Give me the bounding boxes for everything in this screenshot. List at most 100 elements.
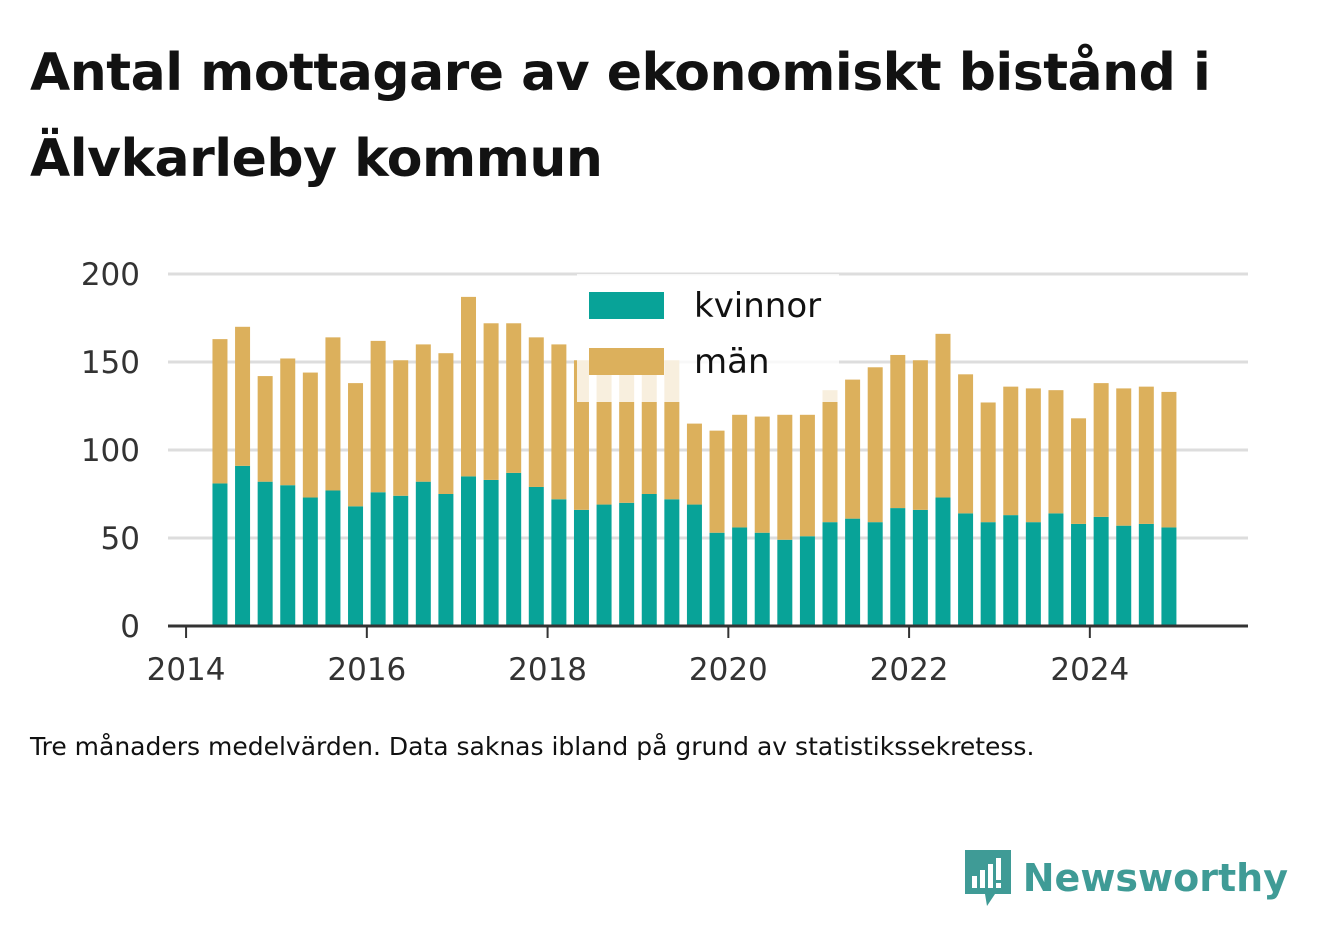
bar-kvinnor [912, 509, 928, 626]
axes: 0 50 100 150 200 2014 2016 2018 2020 2022 2024 [81, 257, 1248, 688]
bar-man [980, 402, 996, 523]
bar-kvinnor [619, 502, 635, 626]
bar-kvinnor [302, 497, 318, 626]
legend-swatch-man [589, 348, 664, 375]
bar-man [438, 353, 454, 494]
bar-kvinnor [348, 506, 364, 626]
bar-man [732, 414, 748, 528]
bar-man [686, 423, 702, 505]
bar-man [528, 337, 544, 487]
bar-kvinnor [325, 490, 341, 626]
bar-kvinnor [235, 465, 251, 626]
bar-kvinnor [393, 495, 409, 626]
bar-kvinnor [1138, 523, 1154, 626]
bar-man [1138, 386, 1154, 524]
bar-kvinnor [664, 499, 680, 626]
bar-man [235, 326, 251, 466]
bar-kvinnor [1048, 513, 1064, 626]
bar-kvinnor [799, 536, 815, 626]
bar-man [370, 340, 386, 493]
bar-man [348, 383, 364, 507]
bar-man [777, 414, 793, 540]
bar-man [212, 339, 228, 484]
bar-kvinnor [1116, 525, 1132, 626]
bar-kvinnor [1003, 515, 1019, 626]
bar-man [912, 360, 928, 510]
bar-man [867, 367, 883, 523]
bar-man [845, 379, 861, 519]
bar-kvinnor [212, 483, 228, 626]
bar-kvinnor [461, 476, 477, 626]
bar-man [483, 323, 499, 480]
bar-man [1071, 418, 1087, 524]
y-tick-label: 50 [101, 521, 140, 557]
legend: kvinnor män [577, 274, 839, 402]
newsworthy-bar-chart-icon [964, 850, 1011, 906]
x-tick-label: 2022 [870, 652, 949, 688]
bar-man [393, 360, 409, 496]
bars [212, 296, 1177, 626]
brand-name: Newsworthy [1022, 856, 1288, 900]
bar-kvinnor [641, 494, 657, 626]
bar-man [754, 416, 770, 533]
bar-man [1048, 390, 1064, 514]
bar-kvinnor [573, 509, 589, 626]
bar-man [325, 337, 341, 491]
legend-swatch-kvinnor [589, 292, 664, 319]
bar-man [709, 430, 725, 533]
bar-kvinnor [370, 492, 386, 626]
x-tick-label: 2016 [327, 652, 406, 688]
bar-man [822, 390, 838, 523]
bar-kvinnor [732, 527, 748, 626]
bar-kvinnor [551, 499, 567, 626]
bar-man [890, 354, 906, 509]
bar-kvinnor [1093, 516, 1109, 626]
bar-kvinnor [867, 522, 883, 626]
stacked-bar-chart: 0 50 100 150 200 2014 2016 2018 2020 2022 2024 kvi… [81, 257, 1248, 688]
legend-label-man: män [694, 342, 770, 382]
x-tick-label: 2018 [508, 652, 587, 688]
bar-kvinnor [754, 532, 770, 626]
bar-man [935, 333, 951, 498]
bar-man [302, 372, 318, 498]
bar-kvinnor [415, 481, 431, 626]
x-tick-label: 2024 [1050, 652, 1129, 688]
x-tick-label: 2014 [147, 652, 226, 688]
bar-man [415, 344, 431, 482]
bar-man [551, 344, 567, 500]
bar-kvinnor [1071, 523, 1087, 626]
bar-kvinnor [280, 485, 296, 626]
bar-kvinnor [506, 472, 522, 626]
bar-man [506, 323, 522, 473]
y-tick-label: 0 [120, 609, 140, 645]
chart-title: Antal mottagare av ekonomiskt bistånd i … [30, 43, 1211, 189]
bar-kvinnor [822, 522, 838, 626]
bar-kvinnor [890, 508, 906, 626]
brand-logo: Newsworthy [963, 848, 1288, 908]
x-tick-label: 2020 [689, 652, 768, 688]
bar-kvinnor [1161, 527, 1177, 626]
bar-kvinnor [935, 497, 951, 626]
legend-label-kvinnor: kvinnor [694, 286, 821, 326]
bar-kvinnor [709, 532, 725, 626]
bar-man [1003, 386, 1019, 516]
bar-kvinnor [845, 518, 861, 626]
bar-man [1093, 383, 1109, 517]
bar-man [461, 296, 477, 477]
bar-kvinnor [483, 479, 499, 626]
bar-man [257, 376, 273, 482]
y-tick-label: 200 [81, 257, 140, 293]
bar-kvinnor [777, 539, 793, 626]
bar-man [1116, 388, 1132, 526]
bar-man [799, 414, 815, 537]
y-tick-label: 150 [81, 345, 140, 381]
bar-kvinnor [438, 494, 454, 626]
bar-man [1025, 388, 1041, 523]
bar-kvinnor [257, 481, 273, 626]
bar-man [280, 358, 296, 486]
bar-kvinnor [958, 513, 974, 626]
bar-man [1161, 391, 1177, 528]
bar-kvinnor [528, 486, 544, 626]
bar-kvinnor [686, 504, 702, 626]
chart-caption: Tre månaders medelvärden. Data saknas ib… [30, 732, 1035, 761]
